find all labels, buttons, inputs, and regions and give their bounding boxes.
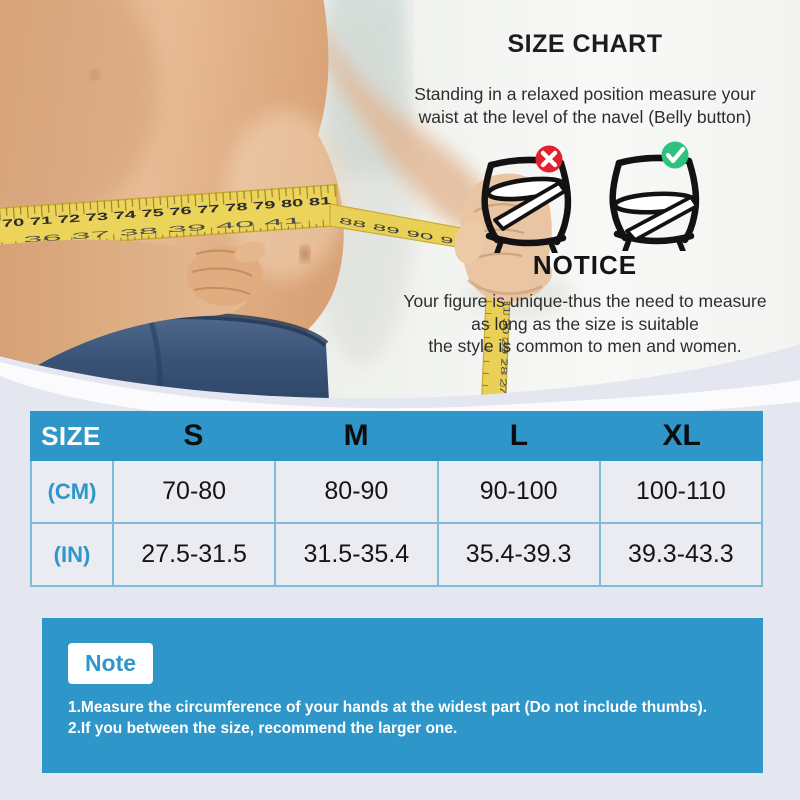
- notice-title: NOTICE: [532, 250, 638, 280]
- hanging-tape-numbers: 31 30 29 28 27: [498, 298, 512, 394]
- in-value-l: 35.4-39.3: [436, 524, 599, 585]
- size-col-m: M: [343, 419, 369, 452]
- correct-check-icon: [661, 141, 689, 169]
- torso-shading: [0, 0, 160, 220]
- tape-end-strip: [625, 195, 699, 242]
- note-line-2: 2.If you between the size, recommend the…: [68, 720, 458, 737]
- size-table-body: (CM) 70-80 80-90 90-100 100-110 (IN) 27.…: [30, 461, 763, 587]
- navel: [300, 246, 310, 262]
- in-value-m: 31.5-35.4: [274, 524, 436, 585]
- size-col-s: S: [183, 419, 204, 452]
- product-photo: 70 71 72 73 74 75 76 77 78 79 80 81 36 3…: [0, 0, 800, 423]
- measure-wrong-diagram: [473, 141, 583, 256]
- row-label-cm: (CM): [47, 478, 97, 504]
- size-table: SIZE S M L XL (CM) 70-80 80-90 90-100 10…: [30, 411, 763, 587]
- notice-section: NOTICE Your figure is unique-thus the ne…: [360, 250, 800, 358]
- size-chart-header: SIZE CHART Standing in a relaxed positio…: [360, 30, 800, 129]
- cm-value-xl: 100-110: [598, 461, 761, 522]
- measure-correct-diagram: [601, 139, 711, 254]
- note-badge: Note: [68, 643, 153, 684]
- left-forearm: [0, 239, 251, 384]
- notice-line-1: Your figure is unique-thus the need to m…: [403, 291, 767, 311]
- cm-value-s: 70-80: [112, 461, 274, 522]
- cm-value-m: 80-90: [274, 461, 436, 522]
- raised-arm: [288, 0, 496, 233]
- wrong-x-icon: [535, 145, 563, 173]
- photo-illustration: 70 71 72 73 74 75 76 77 78 79 80 81 36 3…: [0, 0, 800, 423]
- chest-detail: [90, 70, 100, 80]
- note-line-1: 1.Measure the circumference of your hand…: [68, 699, 708, 716]
- instruction-line-2: waist at the level of the navel (Belly b…: [418, 107, 752, 127]
- size-col-l: L: [509, 419, 529, 452]
- measuring-tape-band: 70 71 72 73 74 75 76 77 78 79 80 81 36 3…: [0, 183, 340, 251]
- notice-line-3: the style is common to men and women.: [428, 336, 742, 356]
- left-thumb: [234, 241, 266, 263]
- note-text: 1.Measure the circumference of your hand…: [68, 697, 757, 739]
- in-value-s: 27.5-31.5: [112, 524, 274, 585]
- row-label-in: (IN): [53, 541, 91, 567]
- jeans-fold: [147, 317, 163, 399]
- instruction-line-1: Standing in a relaxed position measure y…: [414, 84, 756, 104]
- page-title: SIZE CHART: [507, 30, 663, 58]
- table-row-cm: (CM) 70-80 80-90 90-100 100-110: [32, 461, 761, 522]
- decorative-swoosh: [0, 362, 800, 423]
- tape-end-strip: [493, 181, 567, 231]
- in-value-xl: 39.3-43.3: [598, 524, 761, 585]
- note-panel: Note 1.Measure the circumference of your…: [42, 618, 763, 773]
- notice-line-2: as long as the size is suitable: [471, 313, 699, 334]
- cm-value-l: 90-100: [436, 461, 599, 522]
- size-label: SIZE: [41, 420, 101, 451]
- size-table-header: SIZE S M L XL: [30, 411, 763, 461]
- size-col-xl: XL: [662, 419, 701, 452]
- table-row-in: (IN) 27.5-31.5 31.5-35.4 35.4-39.3 39.3-…: [32, 522, 761, 585]
